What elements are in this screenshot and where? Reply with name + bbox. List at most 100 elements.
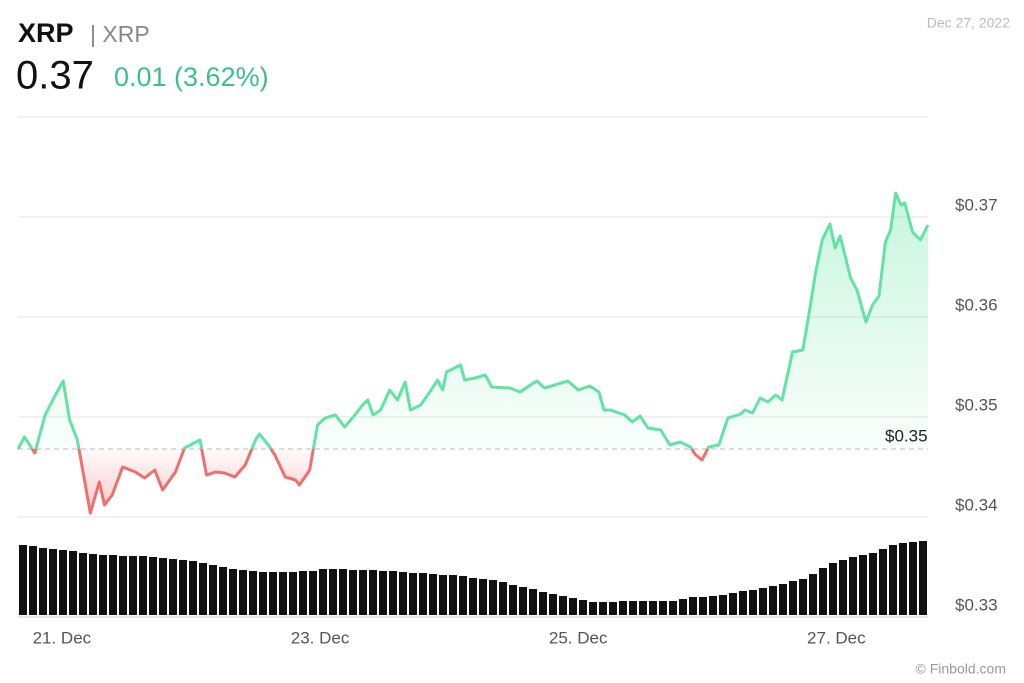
volume-bar — [249, 571, 257, 615]
volume-bar — [99, 555, 107, 615]
y-tick-label: $0.33 — [955, 595, 998, 614]
volume-bar — [39, 548, 47, 615]
volume-bar — [829, 563, 837, 615]
volume-bar — [629, 601, 637, 615]
volume-bar — [189, 561, 197, 615]
volume-bar — [219, 567, 227, 615]
volume-bar — [209, 565, 217, 615]
price-change: 0.01 (3.62%) — [114, 62, 269, 92]
volume-bar — [809, 574, 817, 615]
volume-bar — [729, 593, 737, 615]
volume-bar — [919, 541, 927, 615]
volume-bar — [749, 590, 757, 615]
x-tick-label: 23. Dec — [291, 628, 350, 647]
volume-bar — [619, 601, 627, 615]
volume-bar — [489, 580, 497, 615]
volume-bar — [859, 555, 867, 615]
volume-bar — [229, 569, 237, 615]
volume-bar — [29, 546, 37, 615]
volume-bar — [89, 554, 97, 615]
volume-bar — [49, 549, 57, 615]
volume-bar — [759, 588, 767, 615]
volume-bar — [109, 555, 117, 615]
volume-bar — [669, 601, 677, 615]
volume-bar — [679, 599, 687, 615]
volume-bar — [409, 573, 417, 615]
price: 0.37 — [16, 54, 94, 98]
source: © Finbold.com — [916, 661, 1006, 677]
volume-bar — [609, 602, 617, 615]
volume-bar — [539, 592, 547, 615]
chart-subtitle: | XRP — [90, 21, 150, 47]
price-line — [16, 191, 930, 515]
volume-bar — [469, 578, 477, 615]
volume-bar — [19, 545, 27, 615]
volume-bar — [349, 570, 357, 615]
volume-bar — [799, 579, 807, 615]
volume-bar — [59, 550, 67, 615]
volume-bar — [879, 549, 887, 615]
volume-bar — [449, 575, 457, 615]
volume-bar — [839, 560, 847, 615]
volume-bar — [519, 587, 527, 615]
volume-bar — [639, 601, 647, 615]
volume-bar — [479, 579, 487, 615]
volume-bar — [849, 557, 857, 615]
volume-bar — [419, 573, 427, 615]
volume-bar — [599, 602, 607, 615]
volume-bar — [549, 594, 557, 615]
volume-bar — [689, 597, 697, 615]
y-tick-label: $0.36 — [955, 295, 998, 314]
volume-bar — [399, 572, 407, 615]
volume-bar — [359, 570, 367, 615]
chart-title: XRP — [18, 18, 74, 48]
volume-bar — [119, 556, 127, 615]
volume-bar — [719, 595, 727, 615]
volume-bar — [239, 570, 247, 615]
volume-bar — [259, 572, 267, 615]
volume-bar — [579, 600, 587, 615]
volume-bar — [309, 571, 317, 615]
volume-bar — [279, 572, 287, 615]
volume-bar — [289, 572, 297, 615]
volume-bar — [499, 582, 507, 615]
volume-bar — [379, 571, 387, 615]
volume-bar — [139, 556, 147, 615]
volume-bar — [69, 551, 77, 615]
volume-bar — [429, 574, 437, 615]
volume-bar — [459, 576, 467, 615]
volume-bar — [79, 553, 87, 615]
volume-bar — [649, 601, 657, 615]
volume-bar — [569, 598, 577, 615]
volume-bar — [149, 557, 157, 615]
volume-bar — [769, 586, 777, 615]
y-tick-label: $0.34 — [955, 495, 998, 514]
x-tick-label: 25. Dec — [549, 628, 608, 647]
y-tick-label: $0.35 — [955, 395, 998, 414]
volume-bar — [699, 597, 707, 615]
volume-bar — [739, 591, 747, 615]
volume-bar — [869, 553, 877, 615]
volume-bar — [439, 575, 447, 615]
date: Dec 27, 2022 — [927, 15, 1010, 31]
volume-bar — [159, 558, 167, 615]
volume-bar — [509, 585, 517, 615]
volume-bar — [789, 581, 797, 615]
volume-bar — [199, 563, 207, 615]
volume-bar — [559, 596, 567, 615]
volume-bar — [319, 569, 327, 615]
volume-bar — [389, 571, 397, 615]
volume-bar — [299, 571, 307, 615]
volume-bar — [709, 596, 717, 615]
volume-bar — [329, 569, 337, 615]
x-tick-label: 27. Dec — [807, 628, 866, 647]
volume-bar — [899, 543, 907, 615]
volume-bar — [889, 545, 897, 615]
y-tick-label: $0.37 — [955, 195, 998, 214]
volume-bar — [529, 589, 537, 615]
volume-bar — [659, 601, 667, 615]
reference-label: $0.35 — [885, 426, 928, 445]
volume-bar — [589, 602, 597, 615]
volume-bar — [779, 584, 787, 615]
